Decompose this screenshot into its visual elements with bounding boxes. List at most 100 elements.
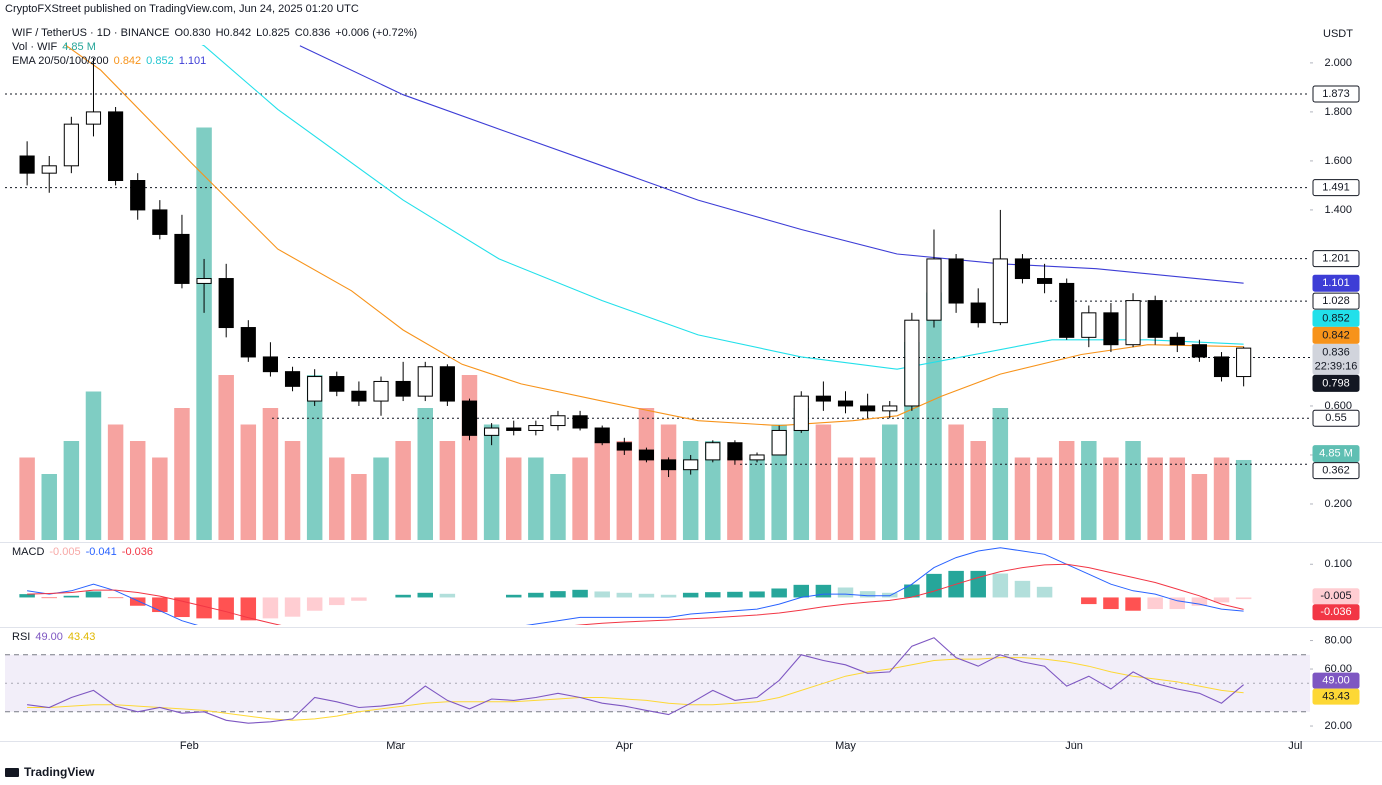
macd-histogram-bar — [771, 588, 787, 598]
candle-body — [506, 427, 522, 431]
change: +0.006 (+0.72%) — [335, 27, 418, 39]
macd-histogram-bar — [926, 573, 942, 598]
plot-area — [5, 45, 1310, 540]
volume-bar — [196, 127, 212, 540]
volume-legend: Vol · WIF 4.85 M — [12, 41, 96, 53]
y-tick-label: 0.200 — [1324, 498, 1352, 510]
volume-bar — [970, 441, 986, 540]
y-tick-label: 1.400 — [1324, 204, 1352, 216]
y-tick-label: 1.800 — [1324, 106, 1352, 118]
plot-area — [19, 547, 1252, 625]
volume-bar — [240, 424, 257, 540]
axis-tag — [1312, 309, 1360, 327]
volume-bar — [107, 424, 124, 540]
macd-histogram-bar — [616, 592, 633, 598]
axis-tag — [1312, 688, 1360, 705]
macd-histogram-bar — [793, 584, 810, 598]
axis-tag — [1312, 588, 1360, 605]
ohlc-item: H0.842 — [216, 27, 251, 39]
volume-bar — [351, 474, 367, 540]
volume-title: Vol · WIF — [12, 41, 58, 53]
macd-histogram-bar — [85, 591, 102, 598]
symbol-line: WIF / TetherUS · 1D · BINANCE O0.830 H0.… — [12, 27, 417, 39]
y-tick-label: 2.000 — [1324, 57, 1352, 69]
axis-tag-label: 1.028 — [1322, 295, 1350, 307]
axis-tag-label: 43.43 — [1322, 691, 1350, 703]
logo-mark — [5, 768, 19, 777]
macd-legend: MACD -0.005 -0.041 -0.036 — [12, 546, 153, 558]
axis-tag-label: 0.842 — [1322, 329, 1350, 341]
countdown: 22:39:16 — [1315, 360, 1358, 372]
macd-histogram-bar — [262, 597, 279, 619]
candle-body — [727, 442, 743, 461]
macd-histogram-bar — [19, 594, 35, 598]
axis-tag-label: 0.362 — [1322, 465, 1350, 477]
volume-bar — [439, 441, 456, 540]
axis-tag-label: 0.55 — [1325, 412, 1346, 424]
ohlc-prefix: C — [294, 27, 303, 39]
volume-bar — [594, 441, 610, 540]
axis-tag — [1312, 409, 1360, 427]
candle-body — [461, 400, 478, 436]
y-tick-label: 80.00 — [1324, 634, 1352, 646]
candle-body — [373, 380, 389, 402]
macd-histogram-bar — [882, 592, 898, 598]
rsi-legend: RSI 49.00 43.43 — [12, 631, 95, 643]
ohlc-prefix: O — [174, 27, 184, 39]
volume-bar — [218, 375, 234, 540]
axis-tag — [1312, 462, 1360, 480]
rsi-band — [5, 654, 1310, 712]
candle-body — [1036, 278, 1053, 284]
volume-bar — [1147, 457, 1163, 540]
footer-logo: TradingView — [5, 765, 95, 779]
volume-bar — [1103, 457, 1119, 540]
candle-body — [1014, 258, 1031, 280]
published: CryptoFXStreet published on TradingView.… — [5, 3, 359, 15]
macd-histogram-bar — [1081, 597, 1097, 605]
volume-bar — [505, 457, 522, 540]
candle-body — [1103, 312, 1119, 346]
candle-body — [262, 356, 279, 373]
volume-bar — [1125, 441, 1141, 540]
candle-body — [1081, 312, 1097, 338]
volume-bar — [638, 408, 655, 540]
candle-body — [860, 405, 876, 412]
x-tick-label: Mar — [386, 740, 405, 752]
symbol: WIF / TetherUS · 1D · BINANCE — [12, 27, 170, 39]
macd-histogram-bar — [992, 573, 1009, 598]
candle-body — [1236, 347, 1252, 378]
candle-body — [1059, 282, 1075, 338]
macd-histogram-bar — [904, 584, 920, 598]
candle-body — [108, 111, 124, 182]
candle-body — [284, 371, 301, 387]
candle-body — [771, 429, 787, 456]
currency: USDT — [1323, 28, 1353, 40]
candle-body — [594, 427, 610, 444]
macd-histogram-bar — [1147, 597, 1163, 610]
macd-histogram-bar — [859, 591, 876, 598]
volume-bar — [306, 375, 323, 540]
macd-histogram-bar — [129, 597, 146, 606]
candle-body — [439, 366, 455, 402]
signal-line — [27, 563, 1244, 625]
candle-body — [1191, 344, 1207, 358]
ema-value: 1.101 — [178, 55, 207, 67]
volume-bar — [1213, 457, 1230, 540]
candle-body — [307, 376, 323, 402]
candle-body — [240, 327, 256, 358]
macd-histogram-bar — [1014, 580, 1031, 598]
candle-body — [1125, 300, 1141, 346]
axis-tag-label: 1.201 — [1322, 253, 1350, 265]
axis-tag — [1312, 672, 1360, 689]
macd-histogram-bar — [682, 592, 699, 598]
volume-bar — [152, 457, 168, 540]
volume-bar — [550, 474, 566, 540]
candle-body — [660, 459, 677, 471]
volume-bar — [85, 391, 102, 540]
axis-tag — [1312, 445, 1360, 463]
axis-tag-label: -0.005 — [1320, 590, 1351, 602]
macd-histogram-bar — [395, 594, 411, 598]
volume-bar — [41, 474, 57, 540]
macd-histogram-bar — [505, 594, 522, 598]
macd-histogram-bar — [1036, 586, 1053, 598]
